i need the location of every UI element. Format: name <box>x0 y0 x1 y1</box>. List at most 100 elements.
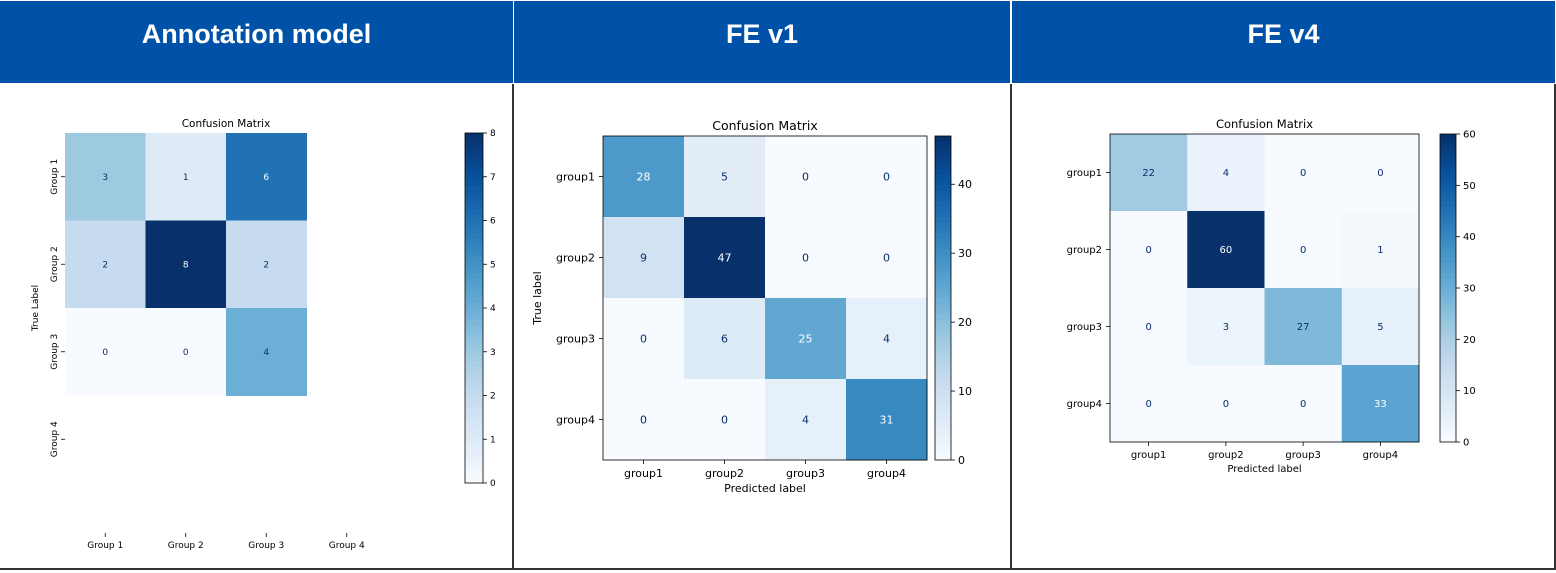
colorbar-segment <box>465 325 483 332</box>
colorbar-segment <box>1440 252 1456 258</box>
cell-value-label: 5 <box>1377 322 1383 333</box>
colorbar-segment <box>465 413 483 420</box>
heatmap-cell <box>1264 365 1343 443</box>
cell-value-label: 4 <box>883 332 890 345</box>
colorbar-segment <box>1440 436 1456 443</box>
colorbar-segment <box>935 136 951 142</box>
colorbar-segment <box>935 233 951 240</box>
cell-value-label: 6 <box>263 173 269 183</box>
y-axis-label: True Label <box>31 285 41 332</box>
colorbar-segment <box>935 173 951 180</box>
panel-divider <box>1010 84 1012 570</box>
colorbar-tick-label: 8 <box>490 129 496 139</box>
colorbar-segment <box>935 325 951 331</box>
colorbar-segment <box>935 319 951 326</box>
colorbar-segment <box>465 418 483 426</box>
colorbar-segment <box>465 337 483 344</box>
heatmap-cell <box>1264 211 1343 289</box>
colorbar-segment <box>465 354 483 361</box>
y-tick-label: Group 1 <box>50 159 60 195</box>
heatmap-cell <box>846 136 928 218</box>
colorbar-segment <box>1440 349 1456 356</box>
cell-value-label: 6 <box>721 332 728 345</box>
cell-value-label: 0 <box>1377 168 1383 179</box>
chart-title: Confusion Matrix <box>712 118 818 133</box>
x-tick-label: group2 <box>1208 450 1243 461</box>
heatmap-cell <box>65 220 146 309</box>
colorbar-segment <box>1440 334 1456 340</box>
cell-value-label: 0 <box>883 251 890 264</box>
colorbar-segment <box>935 379 951 385</box>
colorbar-segment <box>465 185 483 192</box>
colorbar-segment <box>465 372 483 379</box>
colorbar-segment <box>1440 211 1456 217</box>
panel-fe-v4: FE v4 Confusion Matrix 22 4 0 0 0 60 0 1 0 3 27 5 0 0 0… <box>1012 1 1555 569</box>
colorbar-segment <box>465 319 483 326</box>
heatmap-cell <box>65 308 146 396</box>
heatmap-cell <box>846 217 928 299</box>
heatmap-cell <box>1187 288 1265 366</box>
cell-value-label: 3 <box>102 173 108 183</box>
y-tick-label: Group 2 <box>50 246 60 282</box>
colorbar-segment <box>935 217 951 223</box>
colorbar-segment <box>465 191 483 198</box>
colorbar-segment <box>935 400 951 407</box>
colorbar-segment <box>935 179 951 186</box>
cell-value-label: 0 <box>1145 399 1151 410</box>
colorbar-segment <box>1440 293 1456 299</box>
x-tick-label: group4 <box>1363 450 1398 461</box>
colorbar-segment <box>465 203 483 210</box>
colorbar-segment <box>465 249 483 256</box>
heatmap-cell <box>1110 288 1188 366</box>
colorbar-segment <box>935 260 951 267</box>
panel-body: Confusion Matrix 22 4 0 0 0 60 0 1 0 3 27 5 0 0 0 33 grou… <box>1012 83 1555 569</box>
heatmap-cell <box>226 133 307 221</box>
panel-header: FE v1 <box>514 1 1010 83</box>
colorbar-segment <box>1440 246 1456 253</box>
heatmap-cell <box>1341 365 1420 443</box>
colorbar-segment <box>1440 431 1456 438</box>
cell-value-label: 33 <box>1374 399 1387 410</box>
colorbar-segment <box>935 287 951 294</box>
colorbar-segment <box>935 438 951 445</box>
heatmap-cell <box>65 133 146 221</box>
colorbar-segment <box>1440 154 1456 161</box>
y-tick-label: group4 <box>556 413 595 426</box>
colorbar-segment <box>1440 380 1456 387</box>
heatmap-cell <box>684 379 766 461</box>
heatmap-cell <box>846 379 928 461</box>
colorbar-segment <box>465 308 483 315</box>
colorbar-tick-label: 30 <box>1463 284 1476 295</box>
cell-value-label: 1 <box>183 173 189 183</box>
colorbar-segment <box>935 292 951 299</box>
colorbar-segment <box>935 146 951 153</box>
x-tick-label: group2 <box>705 467 744 480</box>
colorbar-segment <box>1440 226 1456 233</box>
colorbar-segment <box>465 401 483 408</box>
heatmap-cell <box>765 136 847 218</box>
heatmap-cell <box>226 308 307 396</box>
heatmap-cell <box>684 136 766 218</box>
colorbar-segment <box>465 407 483 414</box>
colorbar-segment <box>935 227 951 234</box>
colorbar-tick-label: 6 <box>490 217 496 227</box>
colorbar-segment <box>1440 426 1456 433</box>
colorbar-tick-label: 1 <box>490 435 496 445</box>
colorbar-segment <box>465 144 483 151</box>
colorbar-segment <box>1440 267 1456 274</box>
cell-value-label: 0 <box>1145 322 1151 333</box>
colorbar-segment <box>1440 272 1456 279</box>
colorbar-segment <box>935 308 951 315</box>
heatmap-cell <box>1341 288 1420 366</box>
colorbar-segment <box>935 330 951 337</box>
colorbar-segment <box>1440 200 1456 207</box>
y-tick-label: group2 <box>1067 245 1102 256</box>
colorbar-tick-label: 7 <box>490 173 496 183</box>
colorbar-segment <box>465 243 483 251</box>
colorbar-segment <box>1440 139 1456 145</box>
y-tick-label: group1 <box>556 170 595 183</box>
colorbar-segment <box>935 373 951 380</box>
colorbar-segment <box>935 157 951 164</box>
chart-title: Confusion Matrix <box>1216 117 1313 131</box>
colorbar-tick-label: 10 <box>958 385 972 398</box>
